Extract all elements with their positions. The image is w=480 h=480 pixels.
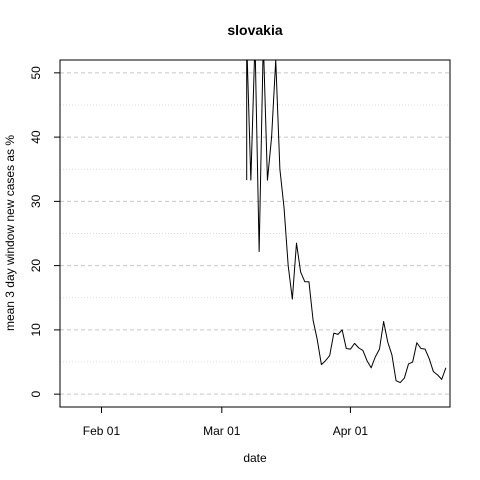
x-tick-label: Apr 01 bbox=[333, 424, 369, 438]
y-tick-label: 50 bbox=[29, 66, 43, 80]
y-axis: 0 10 20 30 40 50 bbox=[29, 66, 60, 397]
plot-frame bbox=[59, 59, 451, 408]
x-axis: Feb 01 Mar 01 Apr 01 bbox=[83, 407, 369, 438]
x-axis-label: date bbox=[243, 451, 267, 465]
y-tick-label: 0 bbox=[29, 390, 43, 397]
y-tick-label: 10 bbox=[29, 323, 43, 337]
x-tick-label: Feb 01 bbox=[83, 424, 121, 438]
y-tick-label: 20 bbox=[29, 259, 43, 273]
x-tick-label: Mar 01 bbox=[203, 424, 241, 438]
series-layer bbox=[246, 60, 447, 384]
chart-title: slovakia bbox=[227, 22, 282, 38]
series-line bbox=[246, 60, 447, 384]
y-tick-label: 40 bbox=[29, 130, 43, 144]
gridlines bbox=[60, 72, 450, 395]
y-tick-label: 30 bbox=[29, 194, 43, 208]
y-axis-label: mean 3 day window new cases as % bbox=[3, 135, 17, 331]
